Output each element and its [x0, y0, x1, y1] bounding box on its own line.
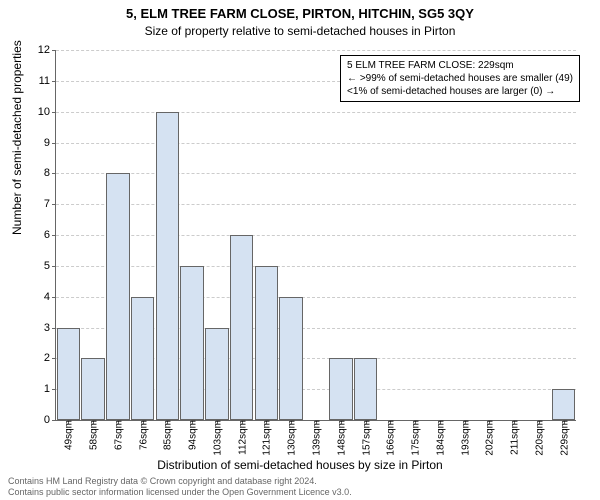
x-tick-label: 211sqm: [508, 420, 521, 455]
x-tick-label: 157sqm: [359, 420, 372, 456]
footer-attribution: Contains HM Land Registry data © Crown c…: [8, 476, 352, 498]
gridline: [56, 50, 576, 51]
x-tick-label: 202sqm: [483, 420, 496, 456]
bar: [106, 173, 130, 420]
gridline: [56, 204, 576, 205]
y-tick-mark: [52, 235, 56, 236]
bar: [81, 358, 105, 420]
x-tick-label: 166sqm: [384, 420, 397, 456]
bar: [230, 235, 254, 420]
gridline: [56, 112, 576, 113]
y-tick-mark: [52, 50, 56, 51]
y-tick-mark: [52, 81, 56, 82]
chart-subtitle: Size of property relative to semi-detach…: [0, 24, 600, 38]
x-tick-label: 49sqm: [62, 420, 75, 450]
bar: [329, 358, 353, 420]
x-tick-label: 94sqm: [186, 420, 199, 450]
x-tick-label: 229sqm: [557, 420, 570, 456]
bar: [180, 266, 204, 420]
x-tick-label: 130sqm: [285, 420, 298, 456]
y-tick-mark: [52, 389, 56, 390]
plot-area: 012345678910111249sqm58sqm67sqm76sqm85sq…: [55, 50, 576, 421]
y-axis-label: Number of semi-detached properties: [10, 40, 24, 235]
x-axis-label: Distribution of semi-detached houses by …: [0, 458, 600, 472]
x-tick-label: 103sqm: [210, 420, 223, 456]
gridline: [56, 173, 576, 174]
bar: [205, 328, 229, 421]
y-tick-mark: [52, 297, 56, 298]
x-tick-label: 148sqm: [334, 420, 347, 456]
y-tick-mark: [52, 204, 56, 205]
x-tick-label: 184sqm: [433, 420, 446, 456]
gridline: [56, 266, 576, 267]
bar: [552, 389, 576, 420]
gridline: [56, 235, 576, 236]
annotation-line3: <1% of semi-detached houses are larger (…: [347, 85, 573, 98]
x-tick-label: 121sqm: [260, 420, 273, 456]
x-tick-label: 175sqm: [409, 420, 422, 456]
bar: [354, 358, 378, 420]
y-tick-mark: [52, 420, 56, 421]
annotation-line2: ← >99% of semi-detached houses are small…: [347, 72, 573, 85]
annotation-line1: 5 ELM TREE FARM CLOSE: 229sqm: [347, 59, 573, 72]
y-tick-mark: [52, 358, 56, 359]
x-tick-label: 76sqm: [136, 420, 149, 450]
y-tick-mark: [52, 173, 56, 174]
x-tick-label: 193sqm: [458, 420, 471, 456]
bar: [57, 328, 81, 421]
x-tick-label: 67sqm: [111, 420, 124, 450]
bar: [255, 266, 279, 420]
x-tick-label: 112sqm: [235, 420, 248, 455]
x-tick-label: 139sqm: [310, 420, 323, 456]
bar: [156, 112, 180, 420]
y-tick-mark: [52, 266, 56, 267]
footer-line1: Contains HM Land Registry data © Crown c…: [8, 476, 352, 487]
bar: [279, 297, 303, 420]
chart-title-address: 5, ELM TREE FARM CLOSE, PIRTON, HITCHIN,…: [0, 6, 600, 21]
bar: [131, 297, 155, 420]
x-tick-label: 220sqm: [532, 420, 545, 456]
gridline: [56, 143, 576, 144]
x-tick-label: 85sqm: [161, 420, 174, 450]
annotation-box: 5 ELM TREE FARM CLOSE: 229sqm ← >99% of …: [340, 55, 580, 102]
y-tick-mark: [52, 143, 56, 144]
x-tick-label: 58sqm: [87, 420, 100, 450]
y-tick-mark: [52, 112, 56, 113]
y-tick-mark: [52, 328, 56, 329]
footer-line2: Contains public sector information licen…: [8, 487, 352, 498]
